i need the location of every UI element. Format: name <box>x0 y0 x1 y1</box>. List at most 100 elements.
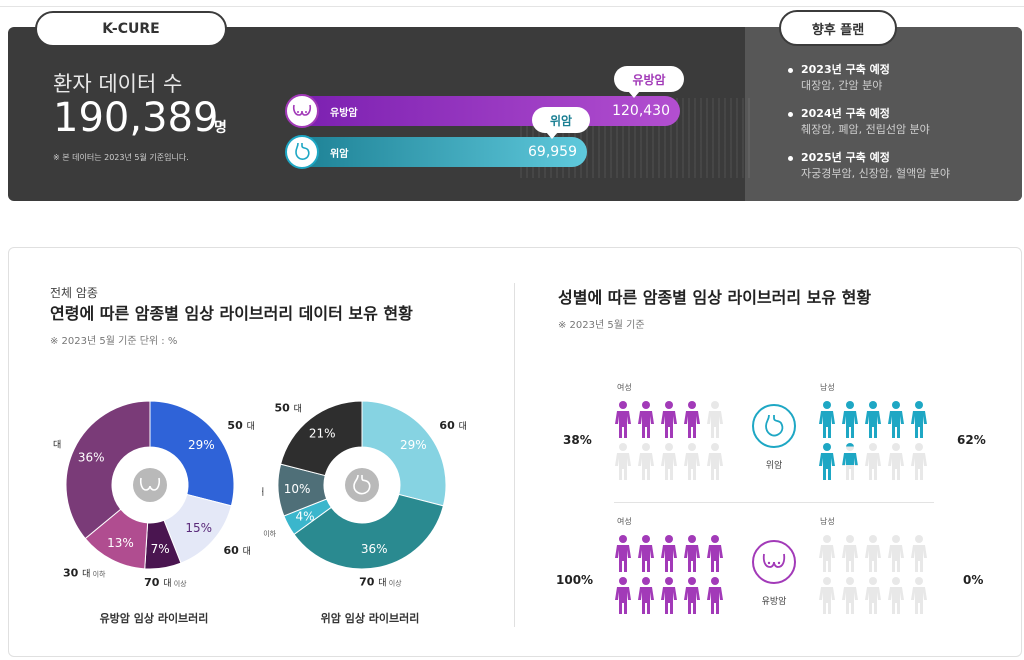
donut-title-stomach: 위암 임상 라이브러리 <box>320 612 420 625</box>
person-icon <box>636 576 659 618</box>
person-icon <box>705 534 728 576</box>
cancer-label: 유방암 <box>761 597 787 607</box>
slice-age-label: 30 대 이하 <box>63 566 106 579</box>
person-icon <box>705 400 728 442</box>
bar-value: 120,430 <box>612 103 670 119</box>
age-section-note: ※ 2023년 5월 기준 단위 : % <box>50 336 178 347</box>
person-icon <box>613 442 636 484</box>
slice-age-label: 40 대 <box>50 437 61 450</box>
bullet-icon <box>788 156 793 161</box>
bullet-icon <box>788 112 793 117</box>
female-people-grid <box>613 400 728 484</box>
person-icon <box>886 576 909 618</box>
female-people-grid <box>613 534 728 618</box>
slice-age-label: 40 대 <box>262 485 264 498</box>
stomach-icon <box>285 135 319 169</box>
person-icon <box>909 576 932 618</box>
person-icon <box>863 576 886 618</box>
person-icon <box>636 442 659 484</box>
plan-desc: 자궁경부암, 신장암, 혈액암 분야 <box>801 167 951 180</box>
person-icon <box>817 534 840 576</box>
male-percent: 62% <box>957 433 986 447</box>
plan-year: 2023년 구축 예정 <box>801 63 890 76</box>
plan-item: 2023년 구축 예정 대장암, 간암 분야 <box>788 62 1008 94</box>
slice-value-label: 36% <box>361 542 388 556</box>
bubble-stomach: 위암 <box>532 107 590 139</box>
plan-year: 2024년 구축 예정 <box>801 107 890 120</box>
slice-value-label: 4% <box>296 509 315 523</box>
person-icon <box>886 442 909 484</box>
person-icon <box>613 534 636 576</box>
male-people-grid <box>817 534 932 618</box>
bar-stomach-cancer: 위암 69,959 <box>290 137 587 167</box>
person-icon <box>613 400 636 442</box>
breast-icon <box>133 468 167 502</box>
person-icon <box>636 400 659 442</box>
patient-count-label: 환자 데이터 수 <box>53 72 183 96</box>
person-icon <box>840 534 863 576</box>
donut-chart-stomach: 29% 60 대 36% 70 대 이상 4% 30 대 이하 10% 40 대 21% 50 대 <box>262 400 467 588</box>
female-label: 여성 <box>617 383 632 392</box>
slice-value-label: 7% <box>151 542 170 556</box>
patient-count-note: ※ 본 데이터는 2023년 5월 기준입니다. <box>53 153 189 162</box>
slice-age-label: 50 대 <box>227 419 254 432</box>
stomach-icon <box>345 468 379 502</box>
person-icon <box>682 534 705 576</box>
brand-tab[interactable]: K-CURE <box>35 11 227 47</box>
male-label: 남성 <box>820 517 835 526</box>
bar-label: 위암 <box>330 148 349 160</box>
cancer-label: 위암 <box>765 461 783 471</box>
section-divider <box>514 283 515 627</box>
donut-slice <box>293 493 444 570</box>
slice-value-label: 10% <box>284 482 311 496</box>
bar-breast-cancer: 유방암 120,430 <box>290 96 680 126</box>
person-icon <box>705 576 728 618</box>
donut-title-breast: 유방암 임상 라이브러리 <box>99 612 209 625</box>
slice-value-label: 13% <box>107 536 134 550</box>
person-icon <box>863 400 886 442</box>
person-icon <box>682 400 705 442</box>
male-people-grid <box>817 400 932 484</box>
person-icon <box>817 576 840 618</box>
male-percent: 0% <box>963 573 984 587</box>
person-icon <box>705 442 728 484</box>
slice-value-label: 15% <box>185 521 212 535</box>
person-icon <box>909 400 932 442</box>
donut-slice <box>149 400 235 507</box>
plan-list: 2023년 구축 예정 대장암, 간암 분야 2024년 구축 예정 췌장암, … <box>788 62 1008 194</box>
slice-value-label: 21% <box>309 427 336 441</box>
gender-section-note: ※ 2023년 5월 기준 <box>558 320 645 331</box>
plan-desc: 대장암, 간암 분야 <box>801 79 883 92</box>
person-icon <box>909 534 932 576</box>
plan-year: 2025년 구축 예정 <box>801 151 890 164</box>
stomach-icon <box>752 404 796 448</box>
slice-age-label: 70 대 이상 <box>359 575 402 588</box>
person-icon <box>682 442 705 484</box>
slice-age-label: 70 대 이상 <box>144 576 187 589</box>
donut-slice <box>280 400 363 477</box>
bar-label: 유방암 <box>330 107 358 119</box>
person-icon <box>886 400 909 442</box>
breast-icon <box>285 94 319 128</box>
person-icon <box>863 442 886 484</box>
donut-chart-breast: 29% 50 대 15% 60 대 7% 70 대 이상 13% 30 대 이하 36% 40 대 <box>50 400 255 589</box>
male-label: 남성 <box>820 383 835 392</box>
gender-section-title: 성별에 따른 암종별 임상 라이브러리 보유 현황 <box>558 288 872 307</box>
top-divider <box>0 6 1024 7</box>
plan-item: 2025년 구축 예정 자궁경부암, 신장암, 혈액암 분야 <box>788 150 1008 182</box>
donut-slice <box>361 400 447 507</box>
person-icon <box>840 442 863 484</box>
person-icon <box>909 442 932 484</box>
person-icon <box>682 576 705 618</box>
plan-desc: 췌장암, 폐암, 전립선암 분야 <box>801 123 930 136</box>
female-label: 여성 <box>617 517 632 526</box>
person-icon <box>659 534 682 576</box>
plan-tab[interactable]: 향후 플랜 <box>779 10 897 46</box>
patient-count: 190,389 <box>53 95 219 141</box>
patient-count-unit: 명 <box>214 120 227 136</box>
row-divider <box>614 502 934 503</box>
slice-value-label: 36% <box>78 450 105 464</box>
person-icon <box>840 576 863 618</box>
slice-age-label: 60 대 <box>439 419 466 432</box>
plan-item: 2024년 구축 예정 췌장암, 폐암, 전립선암 분야 <box>788 106 1008 138</box>
